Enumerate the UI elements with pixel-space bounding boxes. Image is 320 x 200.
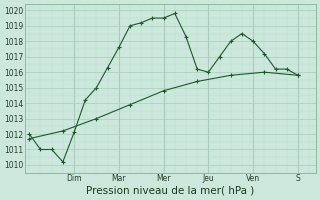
X-axis label: Pression niveau de la mer( hPa ): Pression niveau de la mer( hPa ) — [86, 186, 254, 196]
